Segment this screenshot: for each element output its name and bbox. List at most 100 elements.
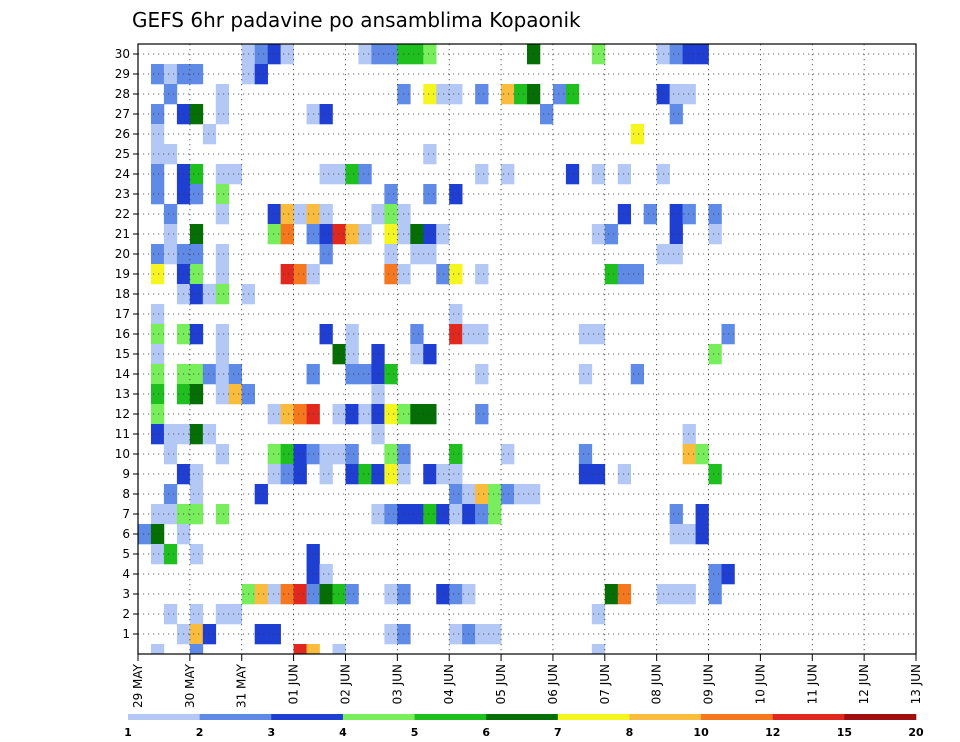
heatmap-cell (280, 444, 294, 465)
heatmap-cell (410, 44, 424, 65)
heatmap-cell (358, 364, 372, 385)
heatmap-cell (384, 404, 398, 425)
heatmap-cell (293, 464, 307, 485)
heatmap-cell (449, 464, 463, 485)
heatmap-cell (215, 284, 230, 305)
heatmap-cell (345, 584, 359, 605)
heatmap-cell (163, 604, 178, 625)
heatmap-cell (254, 44, 268, 65)
heatmap-cell (215, 504, 230, 525)
heatmap-cell (501, 444, 515, 465)
heatmap-cell (449, 304, 463, 325)
x-tick-label: 08 JUN (650, 664, 664, 704)
y-tick-label: 21 (115, 227, 130, 241)
heatmap-cell (384, 264, 398, 285)
heatmap-cell (423, 84, 437, 105)
heatmap-cell (293, 264, 307, 285)
heatmap-cell (384, 584, 398, 605)
heatmap-cell (150, 104, 165, 125)
heatmap-cell (254, 584, 268, 605)
heatmap-cell (202, 284, 217, 305)
heatmap-cell (163, 444, 178, 465)
heatmap-cell (189, 324, 204, 345)
colorbar-swatch (199, 714, 272, 720)
heatmap-cell (617, 264, 632, 285)
x-tick-label: 31 MAY (235, 663, 249, 708)
heatmap-cell (345, 444, 359, 465)
heatmap-cell (475, 84, 489, 105)
heatmap-cell (215, 324, 230, 345)
heatmap-cell (319, 584, 333, 605)
x-tick-label: 29 MAY (131, 663, 145, 708)
heatmap-cell (228, 164, 243, 185)
heatmap-cell (436, 84, 450, 105)
y-tick-label: 18 (115, 287, 130, 301)
heatmap-cell (669, 204, 683, 225)
heatmap-cell (345, 404, 359, 425)
heatmap-cell (319, 204, 333, 225)
heatmap-cell (189, 544, 204, 565)
colorbar-swatch (486, 714, 559, 720)
colorbar-label: 15 (837, 726, 852, 739)
heatmap-cell (695, 504, 709, 525)
heatmap-cell (319, 164, 333, 185)
y-tick-label: 16 (115, 327, 130, 341)
heatmap-cell (423, 184, 437, 205)
heatmap-cell (475, 504, 489, 525)
heatmap-cell (215, 104, 230, 125)
heatmap-cell (189, 104, 204, 125)
heatmap-cell (410, 404, 424, 425)
heatmap-cell (280, 464, 294, 485)
colorbar-label: 3 (267, 726, 275, 739)
heatmap-cell (280, 584, 294, 605)
heatmap-cell (410, 224, 424, 245)
heatmap-cell (150, 324, 165, 345)
heatmap-cell (280, 264, 294, 285)
heatmap-cell (708, 564, 722, 585)
heatmap-cell (163, 204, 178, 225)
colorbar-swatch (701, 714, 774, 720)
heatmap-cell (475, 324, 489, 345)
heatmap-cell (254, 484, 268, 505)
heatmap-cell (384, 204, 398, 225)
heatmap-cell (358, 464, 372, 485)
heatmap-cell (708, 584, 722, 605)
grid-lines (138, 44, 916, 654)
heatmap-cell (319, 444, 333, 465)
heatmap-cell (150, 184, 165, 205)
heatmap-cell (280, 44, 294, 65)
heatmap-cell (708, 344, 722, 365)
colorbar-label: 6 (482, 726, 490, 739)
heatmap-cell (449, 484, 463, 505)
heatmap-cell (189, 504, 204, 525)
heatmap-cell (449, 184, 463, 205)
heatmap-cell (150, 384, 165, 405)
heatmap-cell (163, 424, 178, 445)
heatmap-cell (267, 204, 281, 225)
heatmap-cell (215, 164, 230, 185)
colorbar-swatch (414, 714, 487, 720)
colorbar-label: 7 (554, 726, 562, 739)
y-tick-label: 26 (115, 127, 130, 141)
heatmap-cell (332, 644, 346, 655)
y-tick-label: 12 (115, 407, 130, 421)
heatmap-cell (617, 204, 632, 225)
x-tick-label: 09 JUN (702, 664, 716, 704)
colorbar-label: 20 (908, 726, 924, 739)
x-tick-label: 30 MAY (183, 663, 197, 708)
heatmap-cell (514, 484, 528, 505)
heatmap-cell (189, 224, 204, 245)
heatmap-cell (423, 244, 437, 265)
heatmap-cell (163, 544, 178, 565)
heatmap-cell (669, 44, 683, 65)
colorbar-label: 10 (693, 726, 709, 739)
x-tick-label: 01 JUN (287, 664, 301, 704)
heatmap-cell (669, 584, 683, 605)
heatmap-cell (228, 364, 243, 385)
x-tick-label: 12 JUN (857, 664, 871, 704)
heatmap-cell (189, 384, 204, 405)
heatmap-cell (552, 84, 567, 105)
heatmap-cell (669, 504, 683, 525)
heatmap-cell (280, 204, 294, 225)
